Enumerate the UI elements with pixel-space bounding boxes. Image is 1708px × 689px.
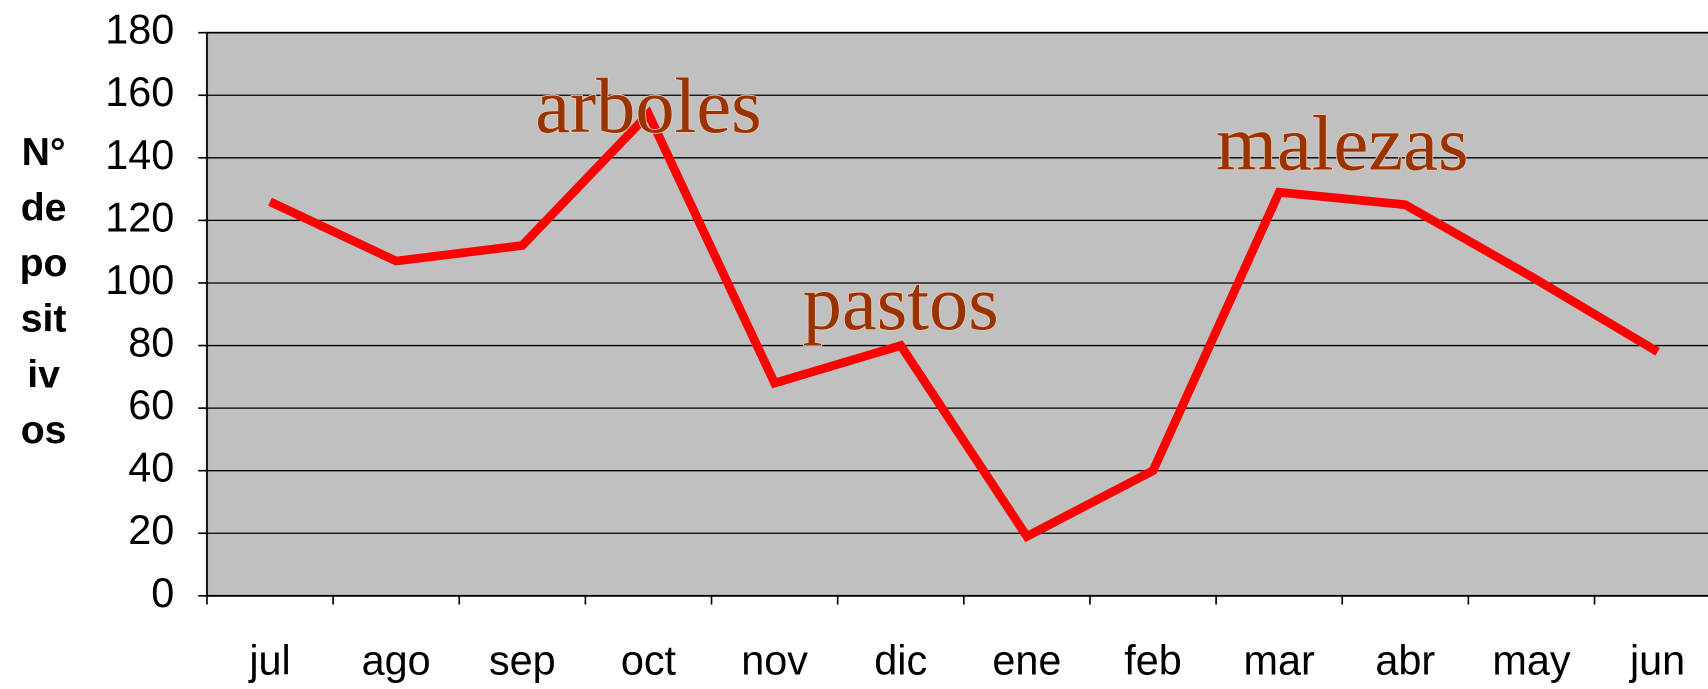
plot-area (205, 31, 1708, 597)
y-tick-label: 80 (128, 319, 174, 365)
y-axis-label: iv (27, 353, 60, 396)
annotation: malezas (1216, 100, 1468, 187)
y-tick-label: 60 (128, 382, 174, 428)
x-tick-label: ene (992, 637, 1061, 683)
y-tick-label: 100 (105, 257, 174, 303)
y-axis-label: de (21, 187, 67, 230)
y-axis-label: N° (22, 131, 66, 174)
x-tick-label: mar (1244, 637, 1315, 683)
x-tick-label: dic (874, 637, 927, 683)
x-tick-label: jul (247, 637, 290, 683)
x-tick-label: oct (621, 637, 677, 683)
annotation: pastos (803, 259, 999, 346)
x-tick-label: may (1492, 637, 1570, 683)
x-tick-label: ago (362, 637, 431, 683)
y-tick-label: 20 (128, 507, 174, 553)
x-tick-label: feb (1124, 637, 1182, 683)
data-line (268, 106, 1660, 543)
annotation: arboles (535, 62, 761, 149)
y-axis-label: sit (21, 298, 67, 341)
chart-root: 0 20 40 60 80 100 120 140 160 180 jul ago sep oct nov d… (20, 7, 1708, 683)
y-axis-label: po (20, 242, 68, 285)
x-tick-label: nov (741, 637, 808, 683)
y-tick-label: 160 (105, 69, 174, 115)
y-tick-label: 180 (105, 7, 174, 53)
y-tick-label: 40 (128, 445, 174, 491)
y-tick-label: 140 (105, 132, 174, 178)
x-tick-label: abr (1375, 637, 1435, 683)
x-tick-label: sep (489, 637, 556, 683)
y-tick-label: 120 (105, 194, 174, 240)
y-tick-label: 0 (151, 570, 174, 616)
x-tick-label: jun (1628, 637, 1685, 683)
y-axis-label: os (21, 409, 67, 452)
